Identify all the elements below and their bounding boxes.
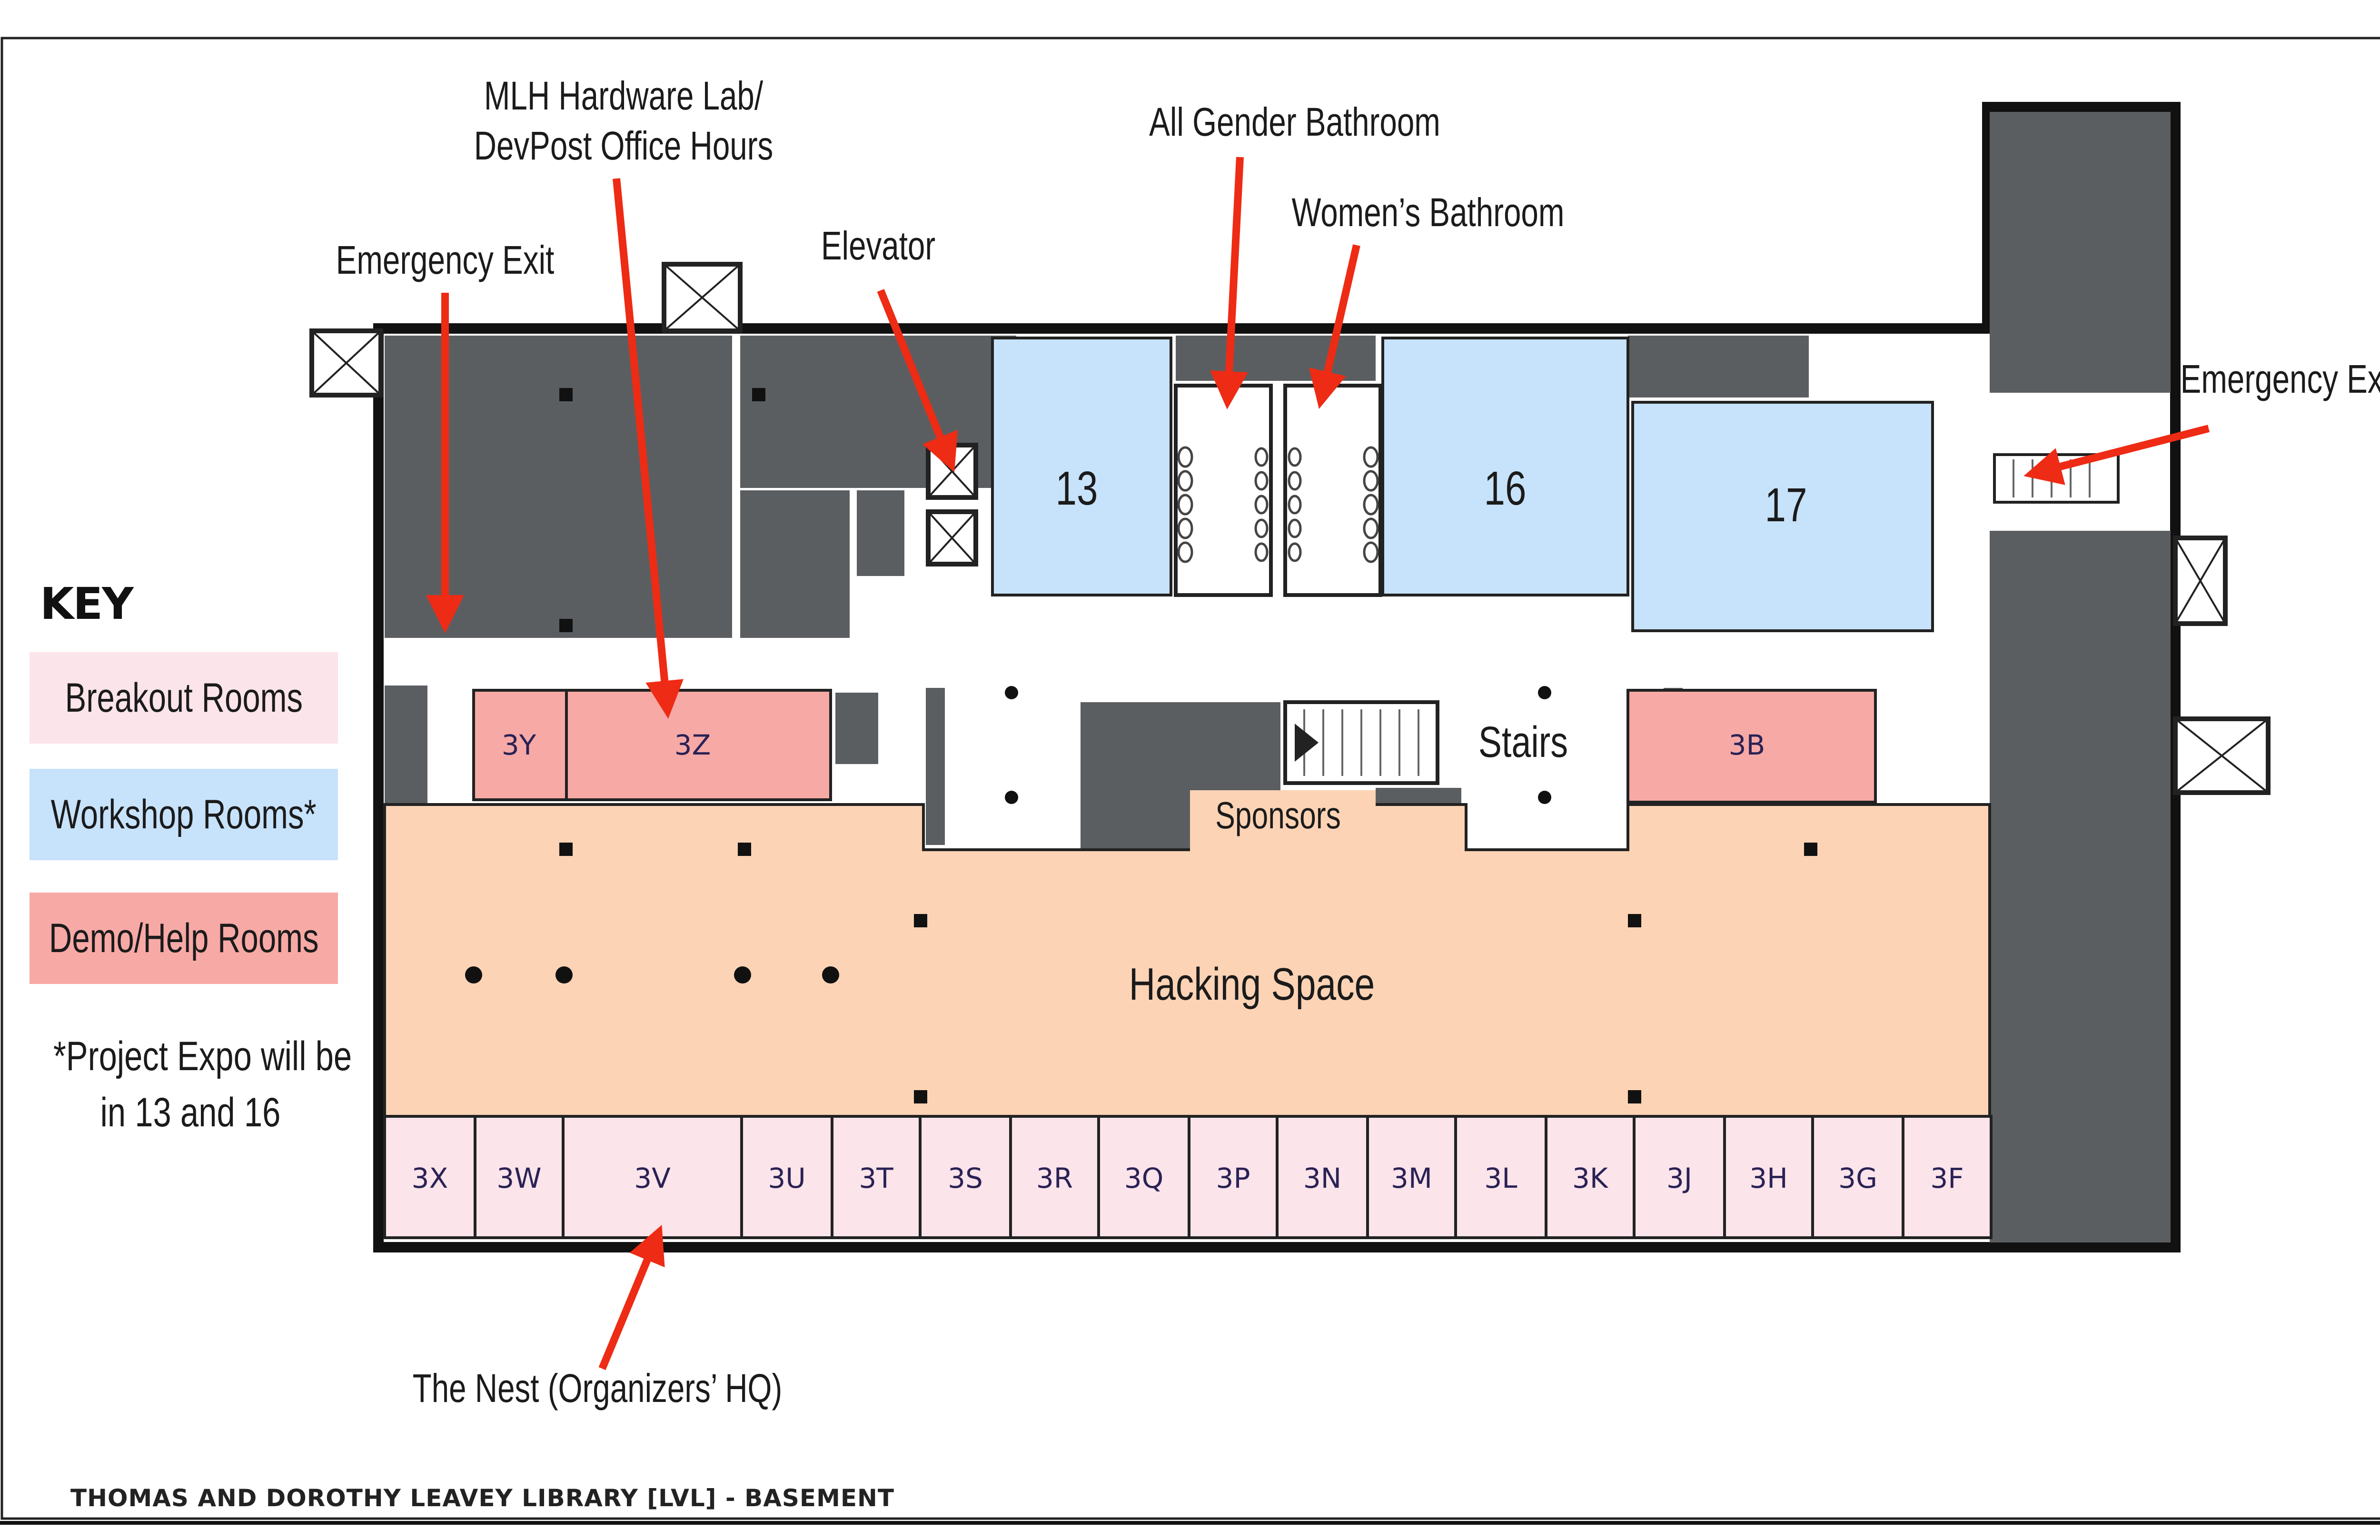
key-note-line2: in 13 and 16 bbox=[100, 1090, 281, 1135]
area-labels: Stairs Sponsors Hacking Space bbox=[1129, 717, 1568, 1010]
workshop-room-shapes bbox=[991, 337, 1934, 632]
label-womens: Women’s Bathroom bbox=[1292, 190, 1565, 235]
label-hacking-space: Hacking Space bbox=[1129, 959, 1375, 1010]
breakout-room-label-3T: 3T bbox=[859, 1162, 893, 1194]
key-breakout-label: Breakout Rooms bbox=[65, 675, 303, 721]
breakout-room-label-3K: 3K bbox=[1572, 1162, 1609, 1194]
breakout-room-label-3M: 3M bbox=[1391, 1162, 1432, 1194]
arrow-womens bbox=[1309, 244, 1360, 409]
arrow-mlh bbox=[613, 178, 684, 719]
footer-title: THOMAS AND DOROTHY LEAVEY LIBRARY [LVL] … bbox=[70, 1484, 894, 1512]
breakout-room-3T bbox=[831, 1115, 922, 1239]
breakout-room-label-3V: 3V bbox=[634, 1162, 671, 1194]
stairs-shape bbox=[1283, 453, 2120, 785]
breakout-room-3X bbox=[383, 1115, 476, 1239]
arrow-nest bbox=[598, 1225, 665, 1371]
breakout-room-3K bbox=[1545, 1115, 1636, 1239]
label-mlh-line2: DevPost Office Hours bbox=[474, 123, 774, 168]
breakout-room-label-3W: 3W bbox=[496, 1162, 541, 1194]
key-workshop-rooms: Workshop Rooms* bbox=[30, 769, 338, 860]
callout-labels: MLH Hardware Lab/ DevPost Office Hours A… bbox=[336, 73, 2380, 1411]
breakout-room-label-3H: 3H bbox=[1749, 1162, 1788, 1194]
label-all-gender: All Gender Bathroom bbox=[1149, 99, 1440, 144]
key-workshop-label: Workshop Rooms* bbox=[51, 791, 317, 837]
breakout-room-3U bbox=[740, 1115, 833, 1239]
key-demo-help-rooms: Demo/Help Rooms bbox=[30, 893, 338, 984]
breakout-room-3F bbox=[1902, 1115, 1993, 1239]
breakout-room-label-3Q: 3Q bbox=[1124, 1162, 1164, 1194]
room-17-label: 17 bbox=[1765, 479, 1807, 532]
room-16-label: 16 bbox=[1484, 462, 1527, 516]
arrow-all-gender bbox=[1210, 157, 1248, 409]
breakout-room-3W bbox=[474, 1115, 565, 1239]
workshop-room-labels: 13 16 17 bbox=[1056, 462, 1807, 532]
breakout-room-label-3R: 3R bbox=[1036, 1162, 1073, 1194]
room-3Y-label: 3Y bbox=[502, 729, 536, 761]
breakout-room-label-3S: 3S bbox=[948, 1162, 983, 1194]
label-mlh-line1: MLH Hardware Lab/ bbox=[484, 73, 763, 118]
room-13-label: 13 bbox=[1056, 462, 1098, 516]
breakout-room-label-3G: 3G bbox=[1838, 1162, 1877, 1194]
label-stairs: Stairs bbox=[1478, 717, 1568, 766]
breakout-room-3M bbox=[1366, 1115, 1457, 1239]
breakout-room-3R bbox=[1009, 1115, 1100, 1239]
page-frame bbox=[0, 37, 2380, 1520]
breakout-room-label-3P: 3P bbox=[1216, 1162, 1250, 1194]
breakout-room-label-3L: 3L bbox=[1484, 1162, 1517, 1194]
key-demo-label: Demo/Help Rooms bbox=[49, 915, 319, 961]
label-sponsors: Sponsors bbox=[1215, 795, 1341, 837]
arrow-emergency-right bbox=[2023, 425, 2210, 485]
demo-room-shapes bbox=[472, 689, 1877, 804]
key-note-line1: *Project Expo will be bbox=[53, 1033, 352, 1079]
breakout-room-3N bbox=[1276, 1115, 1369, 1239]
breakout-room-3H bbox=[1723, 1115, 1814, 1239]
bathroom-shapes bbox=[1174, 384, 1382, 597]
arrow-elevator bbox=[877, 288, 958, 473]
label-emergency-left: Emergency Exit bbox=[336, 238, 555, 282]
breakout-room-label-3X: 3X bbox=[412, 1162, 448, 1194]
breakout-room-3J bbox=[1633, 1115, 1726, 1239]
breakout-room-label-3J: 3J bbox=[1666, 1162, 1692, 1194]
key-title: KEY bbox=[40, 578, 134, 629]
breakout-room-3S bbox=[919, 1115, 1012, 1239]
breakout-room-label-3F: 3F bbox=[1930, 1162, 1964, 1194]
breakout-room-3V bbox=[562, 1115, 743, 1239]
room-3Z-label: 3Z bbox=[674, 729, 711, 761]
callout-arrows bbox=[426, 157, 2210, 1371]
footer-rule bbox=[0, 1521, 2380, 1525]
breakout-room-label-3N: 3N bbox=[1303, 1162, 1341, 1194]
label-nest: The Nest (Organizers’ HQ) bbox=[413, 1366, 783, 1411]
columns bbox=[465, 388, 1817, 1103]
breakout-rooms: 3X 3W 3V 3U 3T 3S 3R 3Q 3P 3N 3M 3L 3K 3J 3H 3G 3F bbox=[383, 1115, 1993, 1239]
demo-room-labels: 3Y 3Z 3B bbox=[502, 729, 1765, 761]
label-emergency-right: Emergency Exit bbox=[2181, 357, 2380, 401]
breakout-room-3P bbox=[1188, 1115, 1279, 1239]
key-note: *Project Expo will be in 13 and 16 bbox=[19, 1028, 362, 1141]
breakout-room-label-3U: 3U bbox=[768, 1162, 805, 1194]
room-3B-label: 3B bbox=[1729, 729, 1765, 761]
key-breakout-rooms: Breakout Rooms bbox=[30, 652, 338, 744]
sponsors-area-shape bbox=[1190, 790, 1376, 852]
label-elevator: Elevator bbox=[821, 223, 935, 268]
